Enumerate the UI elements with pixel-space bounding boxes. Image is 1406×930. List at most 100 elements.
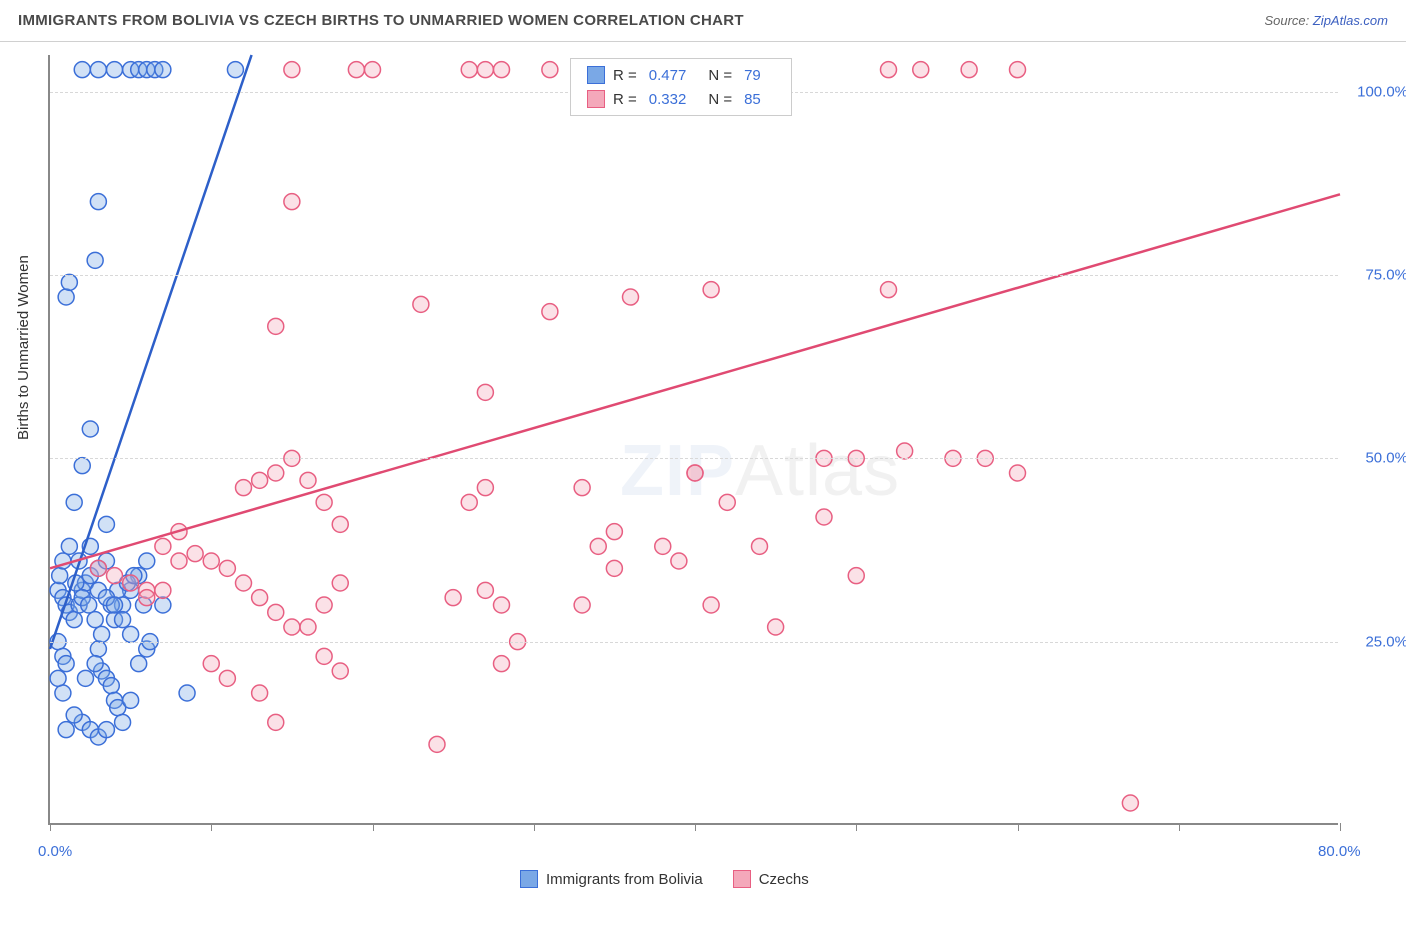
data-point [316,597,332,613]
data-point [268,604,284,620]
x-tick [695,823,696,831]
data-point [252,472,268,488]
data-point [55,685,71,701]
data-point [365,62,381,78]
data-point [50,670,66,686]
data-point [881,282,897,298]
data-point [1122,795,1138,811]
data-point [107,62,123,78]
data-point [155,62,171,78]
data-point [58,656,74,672]
data-point [655,538,671,554]
data-point [94,626,110,642]
data-point [719,494,735,510]
legend-series-label: Czechs [759,871,809,888]
data-point [74,458,90,474]
x-tick [50,823,51,831]
data-point [61,274,77,290]
data-point [90,194,106,210]
data-point [300,472,316,488]
data-point [477,62,493,78]
legend-stats: R =0.477N =79R =0.332N =85 [570,58,792,116]
data-point [284,62,300,78]
x-tick [534,823,535,831]
data-point [284,619,300,635]
data-point [123,575,139,591]
legend-swatch [587,66,605,84]
source-prefix: Source: [1264,13,1312,28]
scatter-svg [50,55,1338,823]
data-point [236,575,252,591]
data-point [236,480,252,496]
legend-n-label: N = [708,91,732,108]
data-point [1010,465,1026,481]
data-point [623,289,639,305]
trend-line [50,194,1340,568]
data-point [1010,62,1026,78]
data-point [542,304,558,320]
legend-series-item: Czechs [733,870,809,888]
data-point [332,663,348,679]
data-point [87,656,103,672]
data-point [316,494,332,510]
x-tick [1340,823,1341,831]
data-point [115,612,131,628]
x-tick [856,823,857,831]
gridline [50,275,1338,276]
data-point [268,465,284,481]
data-point [252,685,268,701]
data-point [203,656,219,672]
data-point [913,62,929,78]
data-point [477,480,493,496]
data-point [171,553,187,569]
chart-title: IMMIGRANTS FROM BOLIVIA VS CZECH BIRTHS … [18,12,744,29]
data-point [606,560,622,576]
data-point [687,465,703,481]
data-point [74,62,90,78]
data-point [284,194,300,210]
gridline [50,458,1338,459]
data-point [203,553,219,569]
data-point [77,670,93,686]
data-point [606,524,622,540]
source-link[interactable]: ZipAtlas.com [1313,13,1388,28]
data-point [316,648,332,664]
y-tick-label: 25.0% [1348,633,1406,650]
data-point [107,568,123,584]
data-point [300,619,316,635]
data-point [348,62,364,78]
legend-swatch [587,90,605,108]
data-point [187,546,203,562]
plot-area: ZIPAtlas 25.0%50.0%75.0%100.0% [48,55,1338,825]
data-point [98,516,114,532]
data-point [58,289,74,305]
data-point [227,62,243,78]
data-point [897,443,913,459]
data-point [574,480,590,496]
data-point [268,714,284,730]
data-point [179,685,195,701]
data-point [494,597,510,613]
data-point [542,62,558,78]
legend-n-value: 79 [744,67,761,84]
data-point [66,494,82,510]
data-point [155,597,171,613]
data-point [445,590,461,606]
y-axis-label: Births to Unmarried Women [15,255,32,440]
data-point [131,656,147,672]
data-point [574,597,590,613]
data-point [123,692,139,708]
data-point [155,538,171,554]
data-point [881,62,897,78]
data-point [58,722,74,738]
data-point [90,62,106,78]
x-tick [1018,823,1019,831]
data-point [461,62,477,78]
data-point [477,384,493,400]
y-tick-label: 100.0% [1348,83,1406,100]
x-tick-label-max: 80.0% [1318,843,1361,860]
x-tick [1179,823,1180,831]
gridline [50,642,1338,643]
legend-n-label: N = [708,67,732,84]
data-point [103,678,119,694]
